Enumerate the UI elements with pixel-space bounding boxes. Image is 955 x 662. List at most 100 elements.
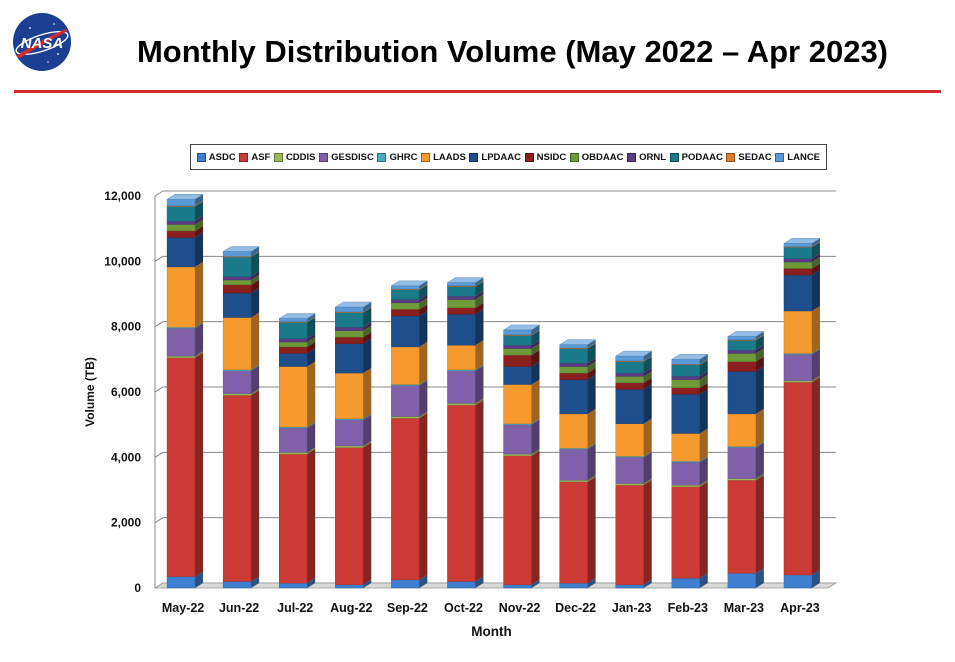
legend-item-nsidc: NSIDC	[524, 152, 566, 163]
bar-segment-laads	[335, 372, 364, 419]
legend-label: CDDIS	[285, 151, 316, 163]
bar-segment-side	[643, 371, 652, 383]
bar-segment-side	[419, 280, 428, 290]
bar-segment-side	[475, 340, 484, 370]
bar-segment-side	[699, 354, 708, 365]
bar-segment-side	[699, 359, 708, 377]
legend-swatch	[775, 152, 785, 162]
bar-segment-laads	[279, 366, 308, 428]
bar-segment-side	[363, 413, 372, 420]
bar-segment-asf	[222, 395, 252, 582]
bar-segment-obdaac	[222, 279, 252, 286]
bar-segment-side	[587, 343, 596, 364]
bar-segment-obdaac	[503, 348, 532, 356]
bar-segment-side	[699, 480, 708, 487]
bar-segment-side	[475, 294, 484, 308]
bar-segment-side	[531, 361, 540, 385]
bar-segment-side	[755, 442, 764, 479]
bar-segment-side	[363, 325, 372, 338]
bar-segment-obdaac	[615, 376, 644, 384]
x-tick-label: Oct-22	[444, 601, 483, 615]
bar-segment-podaac	[222, 256, 252, 277]
bar-segment-side	[755, 334, 764, 341]
bar-segment-side	[363, 307, 372, 328]
legend-swatch	[669, 152, 679, 162]
bar-segment-side	[475, 291, 484, 300]
bar-segment-side	[699, 457, 708, 486]
bar-segment-side	[251, 365, 260, 394]
bar-segment-podaac	[783, 247, 813, 259]
x-tick-label: Aug-22	[330, 601, 372, 615]
legend-label: ASDC	[208, 151, 236, 163]
bar-segment-side	[251, 288, 260, 318]
bar-segment-side	[699, 428, 708, 462]
bar-segment-asf	[335, 447, 364, 585]
bar-segment-side	[419, 574, 428, 588]
bar-segment-side	[307, 341, 316, 354]
bar-segment-side	[643, 384, 652, 424]
bar-segment-side	[643, 478, 652, 486]
legend-swatch	[377, 152, 387, 162]
bar-segment-ornl	[166, 220, 196, 225]
bar-segment-nsidc	[222, 284, 252, 294]
bar-segment-gesdisc	[391, 385, 420, 417]
bar-segment-side	[755, 366, 764, 414]
bar-segment-side	[307, 313, 316, 322]
bar-segment-cddis	[783, 380, 813, 383]
bar-segment-side	[531, 330, 540, 346]
x-tick-label: Jun-22	[219, 601, 259, 615]
bar-segment-cddis	[279, 452, 308, 455]
bar-segment-gesdisc	[222, 370, 252, 394]
bar-segment-side	[811, 349, 820, 381]
bar-segment-laads	[503, 384, 532, 424]
bar-segment-side	[811, 241, 820, 248]
bar-segment-side	[811, 569, 820, 588]
bar-segment-side	[755, 345, 764, 354]
legend-label: OBDAAC	[581, 151, 624, 163]
x-tick-label: May-22	[162, 601, 204, 615]
bar-segment-side	[699, 456, 708, 463]
bar-segment-side	[531, 449, 540, 456]
bar-segment-side	[363, 414, 372, 446]
bar-segment-side	[251, 251, 260, 258]
bar-top-cap	[334, 301, 372, 308]
legend-label: LAADS	[433, 151, 466, 163]
bar-segment-side	[195, 232, 204, 267]
bar-segment-lpdaac	[279, 353, 308, 367]
bar-segment-side	[363, 440, 372, 448]
bar-segment-side	[251, 576, 260, 588]
x-tick-label: Nov-22	[499, 601, 541, 615]
bar-segment-asdc	[222, 581, 252, 589]
bar-segment-side	[195, 571, 204, 588]
bar-segment-side	[251, 364, 260, 371]
bar-top-cap	[502, 324, 541, 331]
bar-segment-laads	[222, 317, 252, 370]
bar-segment-podaac	[335, 312, 364, 328]
bar-top-cap	[558, 339, 597, 345]
bar-segment-cddis	[166, 355, 196, 358]
legend-swatch	[524, 152, 534, 162]
bar-segment-ornl	[783, 258, 813, 263]
bar-segment-side	[195, 225, 204, 238]
bar-segment-side	[587, 408, 596, 449]
bar-segment-side	[475, 309, 484, 346]
bar-segment-lance	[166, 199, 196, 206]
bar-segment-gesdisc	[671, 462, 700, 486]
bar-segment-cddis	[222, 393, 252, 396]
bar-segment-side	[419, 294, 428, 303]
bar-segment-side	[755, 441, 764, 448]
bar-segment-asdc	[671, 578, 700, 589]
bar-segment-laads	[671, 433, 700, 462]
bar-segment-lance	[391, 285, 420, 290]
bar-top-cap	[222, 246, 260, 252]
bar-segment-obdaac	[727, 353, 757, 362]
bar-segment-cddis	[671, 484, 700, 487]
y-tick-label: 10,000	[104, 254, 141, 268]
bar-segment-side	[531, 419, 540, 455]
bar-segment-side	[475, 280, 484, 287]
bar-segment-side	[307, 449, 316, 584]
bar-segment-nsidc	[783, 268, 813, 276]
bar-segment-side	[811, 348, 820, 355]
bar-segment-asf	[503, 455, 532, 585]
bar-segment-side	[419, 297, 428, 310]
